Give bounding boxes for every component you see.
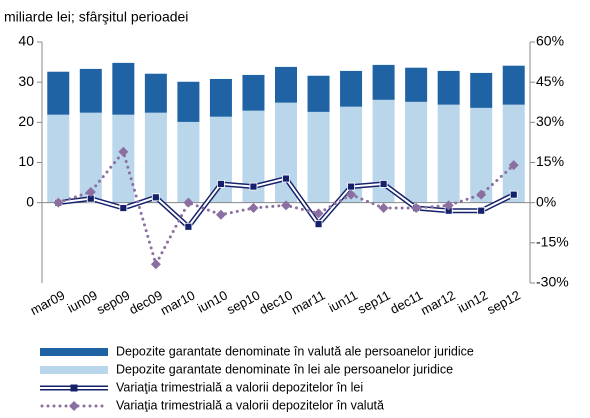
bar: [242, 110, 265, 203]
x-tick-label: iun12: [455, 287, 490, 315]
y2-tick-label: 30%: [536, 113, 564, 129]
x-tick-label: dec10: [257, 287, 295, 317]
x-tick-label: dec11: [388, 287, 425, 316]
x-tick-label: sep12: [484, 287, 522, 317]
bar: [405, 101, 428, 203]
line-marker: [508, 160, 519, 171]
x-tick-label: sep09: [94, 287, 132, 317]
line-marker: [378, 203, 389, 214]
line-marker: [347, 182, 355, 191]
bar: [242, 74, 265, 111]
legend-label: Variaţia trimestrială a valorii depozite…: [116, 398, 384, 412]
bar: [79, 68, 102, 113]
x-tick-label: iun11: [326, 287, 360, 315]
x-tick-label: dec09: [127, 287, 165, 317]
line-marker: [379, 180, 388, 188]
bar: [144, 112, 167, 203]
bar: [47, 71, 70, 115]
bar: [340, 70, 363, 107]
y-tick-label: 40: [18, 33, 34, 49]
legend-swatch: [40, 348, 108, 356]
y2-tick-label: -15%: [536, 234, 569, 250]
line-marker: [509, 190, 518, 199]
y-tick-label: 0: [26, 193, 34, 209]
bar: [79, 112, 102, 203]
line-marker: [313, 208, 324, 219]
bar: [209, 116, 232, 203]
bar: [307, 111, 330, 203]
line-marker: [217, 180, 225, 188]
bar: [502, 104, 525, 203]
x-tick-label: mar09: [28, 287, 68, 318]
line-marker: [314, 220, 323, 228]
line-marker: [476, 189, 487, 200]
bar: [144, 73, 167, 113]
bar: [405, 67, 428, 102]
line-marker: [249, 182, 258, 191]
line-marker: [248, 203, 259, 214]
line-marker: [150, 259, 161, 270]
line-marker: [119, 204, 128, 212]
y2-tick-label: 0%: [536, 193, 556, 209]
bar: [177, 121, 200, 203]
line-marker: [85, 186, 96, 197]
x-tick-label: sep10: [224, 287, 262, 317]
bar: [47, 114, 70, 203]
y-tick-label: 10: [18, 153, 34, 169]
bar: [112, 62, 135, 115]
bar: [372, 64, 395, 100]
line-marker: [282, 174, 290, 183]
x-tick-label: iun10: [195, 287, 230, 315]
line-marker: [184, 222, 193, 231]
legend-marker: [69, 401, 79, 411]
chart-title: miliarde lei; sfârşitul perioadei: [4, 9, 188, 25]
y2-tick-label: -30%: [536, 274, 569, 290]
line-marker: [118, 146, 129, 157]
x-tick-label: sep11: [355, 287, 392, 316]
bar: [470, 107, 493, 203]
x-tick-label: mar12: [418, 287, 458, 318]
legend-label: Variaţia trimestrială a valorii depozite…: [116, 380, 363, 394]
y-tick-label: 30: [18, 73, 34, 89]
line-marker: [443, 200, 454, 211]
legend-swatch: [40, 366, 108, 374]
bar: [437, 70, 460, 105]
x-tick-label: mar10: [158, 287, 198, 318]
y2-tick-label: 60%: [536, 33, 564, 49]
y-tick-label: 20: [18, 113, 34, 129]
line-marker: [215, 209, 226, 220]
line-marker: [411, 203, 422, 214]
bar: [372, 99, 395, 203]
bar: [275, 66, 297, 103]
bar: [177, 81, 200, 122]
line-marker: [151, 193, 160, 202]
bar: [340, 106, 363, 203]
line-marker: [281, 200, 291, 211]
bar: [502, 65, 525, 105]
y2-tick-label: 45%: [536, 73, 564, 89]
line-marker: [53, 197, 64, 208]
bar: [112, 114, 135, 203]
legend-label: Depozite garantate denominate în valută …: [116, 344, 474, 358]
bar: [307, 75, 330, 112]
bar: [437, 104, 460, 203]
bar: [209, 78, 232, 117]
legend-marker: [70, 384, 78, 392]
line-marker: [346, 189, 357, 200]
line-marker: [477, 206, 486, 215]
y2-tick-label: 15%: [536, 153, 564, 169]
x-tick-label: mar11: [289, 287, 328, 317]
legend-label: Depozite garantate denominate în lei ale…: [116, 362, 453, 376]
line-marker: [183, 197, 194, 208]
bar: [470, 72, 493, 108]
x-tick-label: iun09: [65, 287, 100, 315]
